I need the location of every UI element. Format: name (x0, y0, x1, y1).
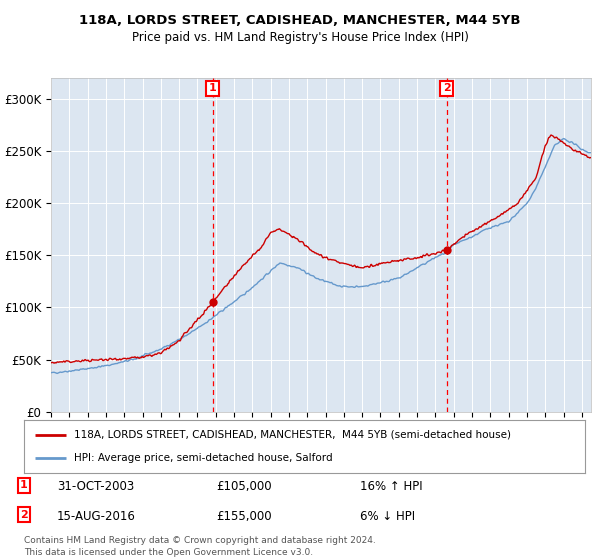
Text: 118A, LORDS STREET, CADISHEAD, MANCHESTER,  M44 5YB (semi-detached house): 118A, LORDS STREET, CADISHEAD, MANCHESTE… (74, 430, 511, 440)
Text: 2: 2 (20, 510, 28, 520)
Text: 118A, LORDS STREET, CADISHEAD, MANCHESTER, M44 5YB: 118A, LORDS STREET, CADISHEAD, MANCHESTE… (79, 14, 521, 27)
Text: 1: 1 (20, 480, 28, 491)
Text: 16% ↑ HPI: 16% ↑ HPI (360, 480, 422, 493)
Text: HPI: Average price, semi-detached house, Salford: HPI: Average price, semi-detached house,… (74, 453, 333, 463)
Text: Contains HM Land Registry data © Crown copyright and database right 2024.: Contains HM Land Registry data © Crown c… (24, 536, 376, 545)
Text: £155,000: £155,000 (216, 510, 272, 522)
Text: £105,000: £105,000 (216, 480, 272, 493)
Text: 31-OCT-2003: 31-OCT-2003 (57, 480, 134, 493)
Text: 6% ↓ HPI: 6% ↓ HPI (360, 510, 415, 522)
Text: 2: 2 (443, 83, 451, 94)
Text: 1: 1 (209, 83, 217, 94)
Text: This data is licensed under the Open Government Licence v3.0.: This data is licensed under the Open Gov… (24, 548, 313, 557)
Text: 15-AUG-2016: 15-AUG-2016 (57, 510, 136, 522)
Text: Price paid vs. HM Land Registry's House Price Index (HPI): Price paid vs. HM Land Registry's House … (131, 31, 469, 44)
